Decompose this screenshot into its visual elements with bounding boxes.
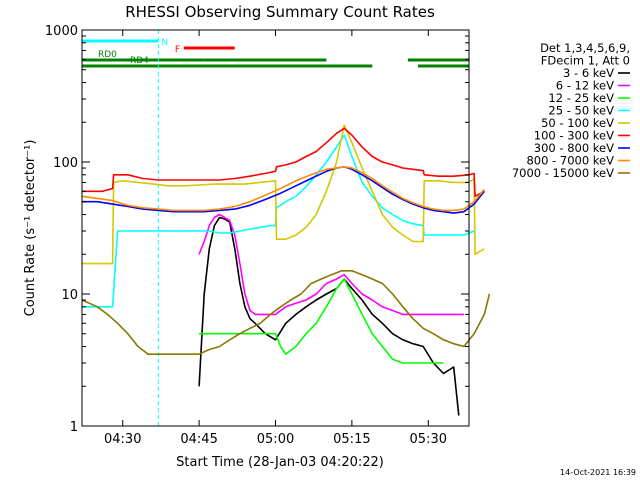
y-tick-label-4: 1000 <box>45 24 78 39</box>
legend-label-2: 6 - 12 keV <box>556 79 614 93</box>
legend-label-3: 12 - 25 keV <box>548 91 614 105</box>
flag-rd4-label: RD4 <box>130 56 149 66</box>
legend-label-8: 800 - 7000 keV <box>526 154 614 168</box>
legend: Det 1,3,4,5,6,9,FDecim 1, Att 03 - 6 keV… <box>512 41 630 180</box>
legend-label-4: 25 - 50 keV <box>548 104 614 118</box>
series-line-7 <box>82 166 485 214</box>
legend-label-7: 300 - 800 keV <box>534 141 614 155</box>
x-tick-label-2: 04:45 <box>180 432 217 447</box>
series-line-8 <box>81 166 485 212</box>
flag-n-label: N <box>161 38 168 48</box>
x-tick-label-3: 05:00 <box>257 432 294 447</box>
flag-f-label: F <box>175 45 180 55</box>
flag-rd0-label: RD0 <box>98 50 117 60</box>
legend-header-2: FDecim 1, Att 0 <box>541 54 630 68</box>
y-axis-label: Count Rate (s⁻¹ detector⁻¹) <box>23 140 38 317</box>
x-tick-label-5: 05:30 <box>410 432 447 447</box>
legend-label-1: 3 - 6 keV <box>563 66 614 80</box>
series-line-3 <box>199 278 444 364</box>
y-tick-label-1: 1 <box>70 420 78 435</box>
axis-ticks: 04:30 04:45 05:00 05:15 05:30 1 10 100 1000 <box>45 24 469 447</box>
series-line-1 <box>198 216 460 416</box>
plot-frame <box>81 29 470 427</box>
x-axis-label: Start Time (28-Jan-03 04:20:22) <box>176 455 384 470</box>
flag-bars: NF RD0 RD4 <box>82 38 469 68</box>
series-line-9 <box>81 269 491 356</box>
y-tick-label-2: 10 <box>61 288 78 303</box>
series-line-5 <box>82 124 485 265</box>
timestamp: 14-Oct-2021 16:39 <box>560 468 636 477</box>
x-tick-label-1: 04:30 <box>104 432 141 447</box>
series-layer <box>81 124 491 416</box>
legend-label-6: 100 - 300 keV <box>534 129 614 143</box>
chart-title: RHESSI Observing Summary Count Rates <box>125 3 435 21</box>
series-line-6 <box>82 127 485 198</box>
legend-label-5: 50 - 100 keV <box>541 116 614 130</box>
legend-header-1: Det 1,3,4,5,6,9, <box>540 41 630 55</box>
y-tick-label-3: 100 <box>53 156 78 171</box>
series-line-4 <box>82 134 475 308</box>
legend-label-9: 7000 - 15000 keV <box>512 166 614 180</box>
x-tick-label-4: 05:15 <box>333 432 370 447</box>
